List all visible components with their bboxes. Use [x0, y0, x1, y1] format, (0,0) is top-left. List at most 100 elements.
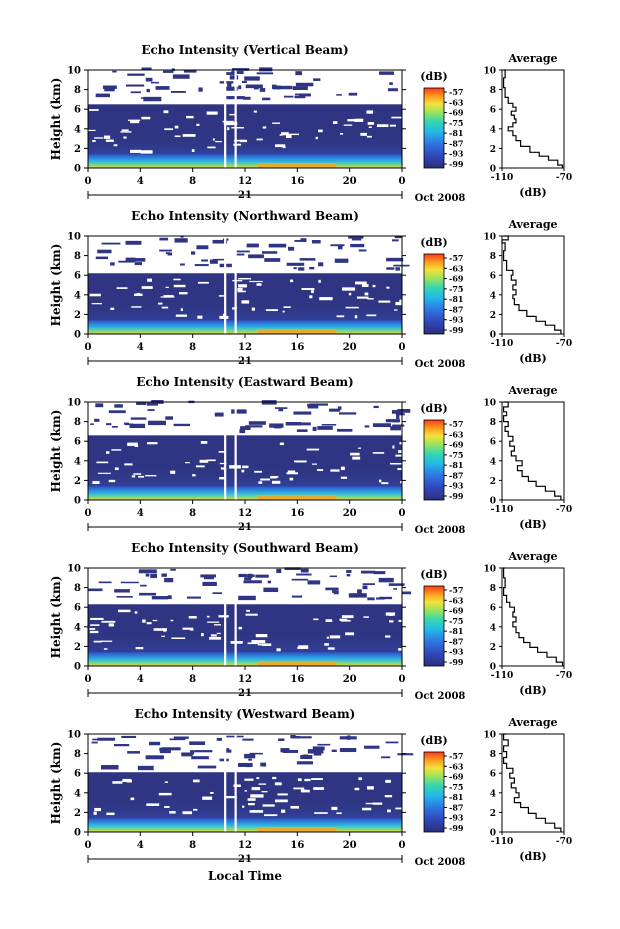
- x-tick-label: 20: [343, 342, 357, 353]
- x-tick-label: 20: [343, 176, 357, 187]
- echo-patch: [293, 411, 312, 415]
- echo-hole: [258, 783, 267, 785]
- echo-patch: [164, 577, 174, 583]
- echo-hole: [326, 636, 329, 639]
- echo-patch: [317, 743, 331, 746]
- echo-hole: [238, 626, 243, 630]
- echo-patch: [276, 568, 282, 573]
- echo-hole: [190, 629, 194, 631]
- echo-patch: [244, 76, 260, 81]
- echo-hole: [249, 810, 264, 813]
- echo-hole: [144, 475, 157, 477]
- y-tick-label: 6: [74, 437, 81, 448]
- echo-patch: [179, 263, 185, 266]
- x-tick-label: 4: [137, 840, 144, 851]
- panel-5: Echo Intensity (Westward Beam) 0 2 4 6 8 10 Hei…: [49, 707, 572, 868]
- echo-hole: [112, 781, 123, 784]
- echo-patch: [125, 423, 134, 426]
- echo-patch: [386, 267, 395, 270]
- echo-hole: [161, 635, 165, 638]
- echo-patch: [278, 408, 284, 412]
- echo-hole: [256, 283, 262, 286]
- echo-hole: [94, 137, 104, 139]
- echo-hole: [350, 452, 360, 456]
- echo-hole: [206, 459, 216, 462]
- echo-patch: [390, 426, 401, 431]
- colorbar-tick-label: -99: [449, 159, 464, 169]
- panel-title: Echo Intensity (Westward Beam): [135, 707, 356, 721]
- echo-patch: [237, 762, 253, 767]
- echo-patch: [148, 420, 166, 426]
- panel-4: Echo Intensity (Southward Beam) 0 2 4 6 8 10 He…: [49, 541, 572, 702]
- panel-title: Echo Intensity (Northward Beam): [131, 209, 359, 223]
- strong-echo: [258, 827, 337, 832]
- echo-patch: [112, 70, 117, 73]
- echo-patch: [387, 88, 398, 92]
- echo-hole: [389, 462, 404, 465]
- x-tick-label: 0: [85, 840, 92, 851]
- echo-patch: [147, 409, 155, 411]
- profile-line: [503, 69, 564, 168]
- echo-hole: [277, 793, 288, 796]
- x-tick-label: 20: [343, 674, 357, 685]
- echo-hole: [114, 467, 119, 471]
- profile-y-tick-label: 4: [490, 789, 496, 799]
- colorbar-unit: (dB): [420, 70, 447, 83]
- x-tick-label: 16: [290, 342, 304, 353]
- echo-hole: [360, 132, 367, 136]
- colorbar-tick-label: -99: [449, 823, 464, 833]
- echo-hole: [336, 315, 345, 318]
- echo-patch: [190, 251, 196, 255]
- echo-hole: [297, 646, 308, 649]
- echo-hole: [90, 624, 100, 626]
- x-tick-label: 16: [290, 508, 304, 519]
- data-gap: [234, 734, 237, 832]
- echo-patch: [214, 412, 224, 417]
- echo-patch: [262, 97, 271, 101]
- echo-hole: [171, 637, 186, 640]
- echo-hole: [302, 789, 310, 793]
- echo-hole: [241, 300, 250, 304]
- echo-hole: [397, 468, 411, 471]
- echo-hole: [339, 618, 348, 621]
- echo-hole: [158, 302, 163, 305]
- echo-hole: [89, 293, 101, 297]
- echo-hole: [357, 447, 362, 449]
- echo-patch: [273, 85, 281, 90]
- date-label: Oct 2008: [415, 359, 466, 370]
- echo-patch: [110, 262, 115, 266]
- profile-y-tick-label: 10: [483, 67, 496, 77]
- profile-title: Average: [507, 218, 557, 231]
- profile-frame: [501, 567, 565, 667]
- x-tick-label: 4: [137, 176, 144, 187]
- echo-patch: [346, 570, 352, 573]
- profile-x-label: (dB): [519, 186, 546, 199]
- x-tick-label: 8: [189, 342, 196, 353]
- profile-title: Average: [507, 52, 557, 65]
- echo-patch: [88, 588, 103, 592]
- x-tick-label: 16: [290, 840, 304, 851]
- echo-patch: [280, 748, 290, 753]
- echo-hole: [389, 124, 396, 127]
- echo-hole: [249, 280, 263, 283]
- echo-hole: [199, 459, 209, 463]
- echo-patch: [161, 747, 181, 751]
- profile-x-tick-label: -70: [556, 837, 572, 847]
- x-tick-label: 0: [85, 674, 92, 685]
- panel-3: Echo Intensity (Eastward Beam) 0 2 4 6 8 10 Hei…: [49, 375, 572, 536]
- profile-frame: [501, 235, 565, 335]
- echo-hole: [253, 110, 257, 113]
- echo-patch: [307, 749, 324, 754]
- echo-patch: [262, 251, 278, 254]
- echo-hole: [220, 467, 225, 470]
- profile-y-tick-label: 4: [490, 291, 496, 301]
- profile-y-tick-label: 2: [490, 809, 496, 819]
- echo-patch: [136, 402, 147, 405]
- echo-patch: [108, 410, 126, 414]
- echo-hole: [271, 480, 281, 484]
- echo-hole: [366, 110, 374, 114]
- colorbar-tick-label: -93: [449, 315, 464, 325]
- echo-patch: [209, 259, 218, 264]
- colorbar-tick-label: -63: [449, 97, 464, 107]
- echo-patch: [248, 758, 253, 761]
